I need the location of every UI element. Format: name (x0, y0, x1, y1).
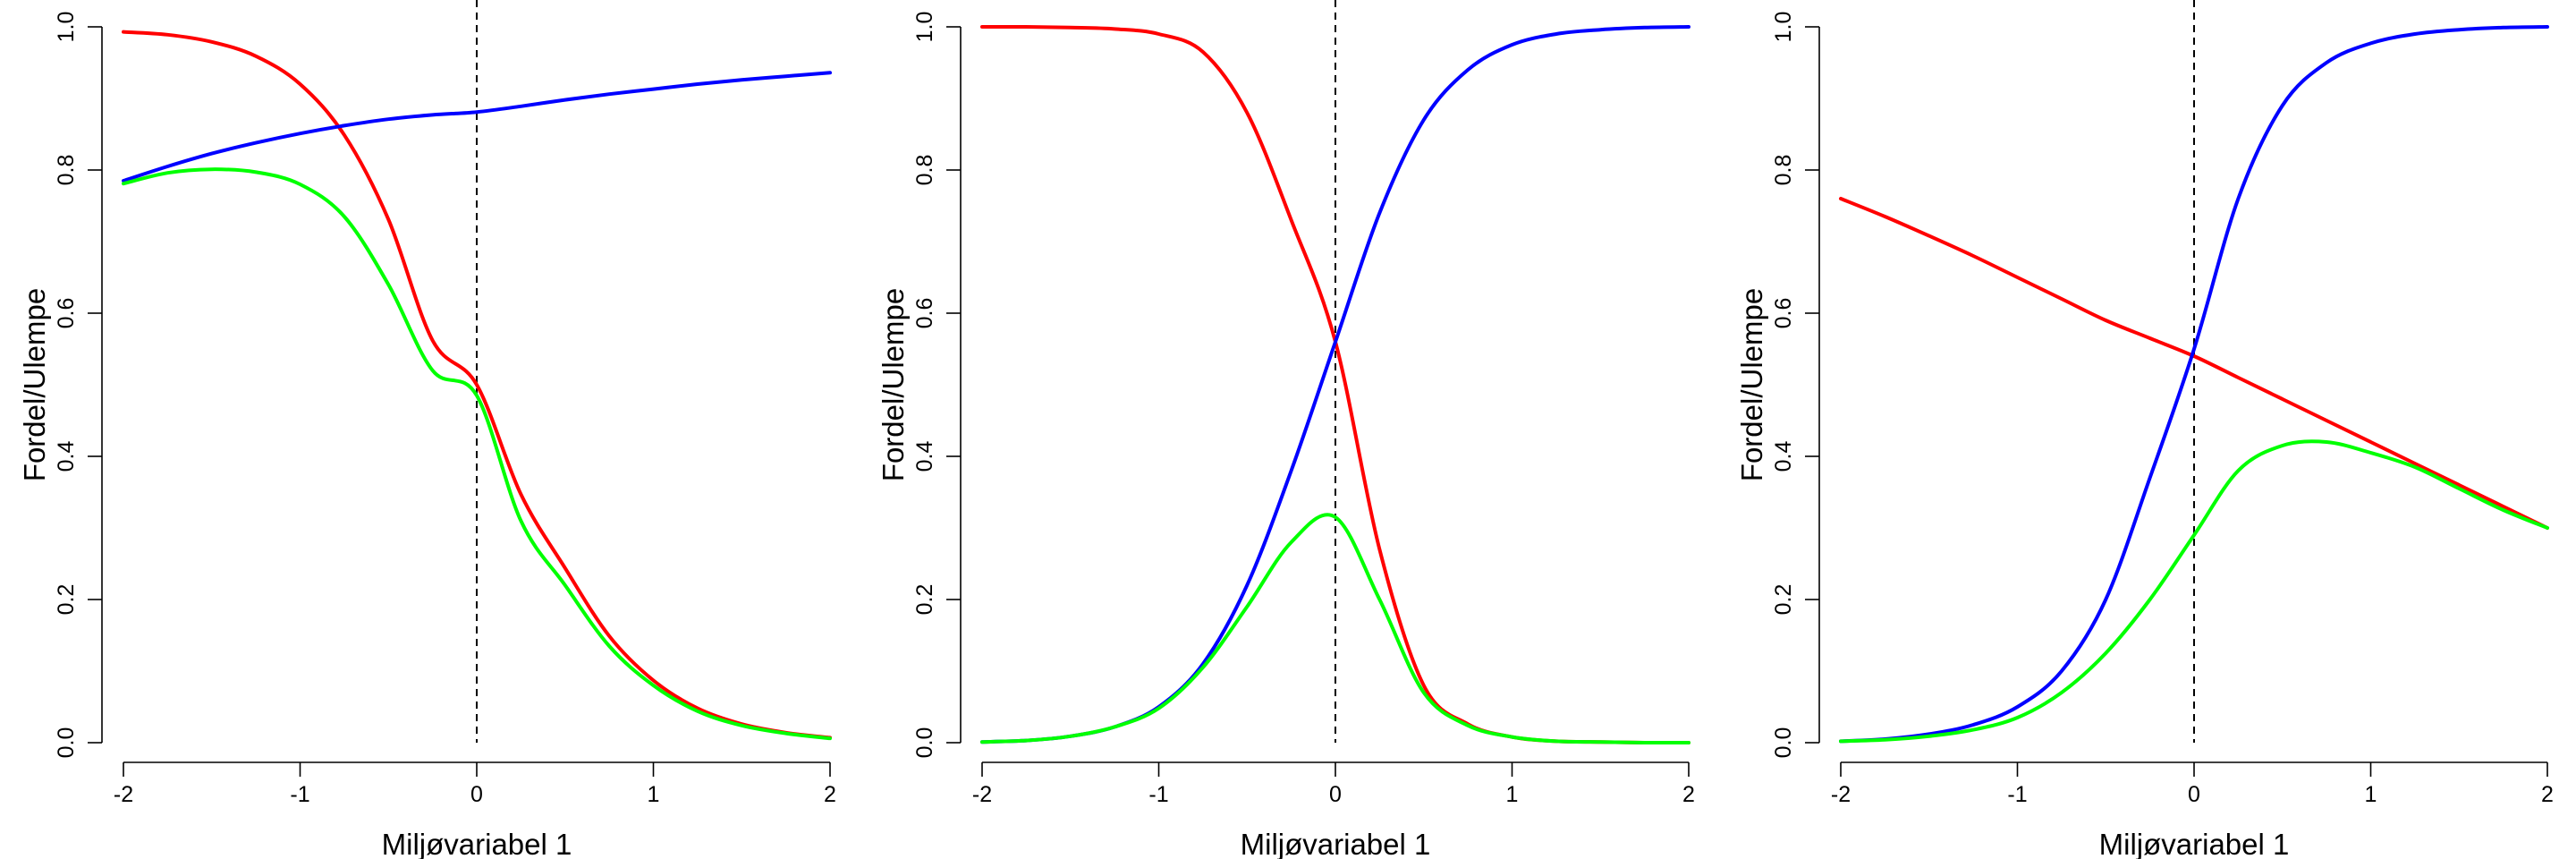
x-tick-label: 1 (2365, 782, 2377, 807)
series-line-green (980, 513, 1690, 745)
series-line-red (1839, 197, 2549, 530)
y-tick-label: 0.6 (1771, 298, 1796, 329)
y-axis-title: Fordel/Ulempe (877, 288, 910, 481)
y-tick-label: 0.6 (54, 298, 79, 329)
series-line-blue (980, 25, 1690, 744)
x-axis-title: Miljøvariabel 1 (382, 828, 572, 859)
x-axis-title: Miljøvariabel 1 (1241, 828, 1431, 859)
x-tick-label: -1 (290, 782, 309, 807)
y-tick-label: 0.0 (1771, 727, 1796, 759)
y-tick-label: 0.4 (1771, 441, 1796, 472)
y-tick-label: 0.2 (912, 584, 937, 616)
chart-panel-2: -2 -1 0 1 2 0.0 0.2 0.4 0.6 0.8 1.0 Miljøvariabel 1… (877, 0, 1695, 859)
x-tick-label: 1 (1506, 782, 1519, 807)
y-tick-label: 0.8 (1771, 155, 1796, 186)
x-tick-label: 2 (824, 782, 836, 807)
y-tick-label: 1.0 (54, 12, 79, 43)
x-tick-label: -1 (1148, 782, 1168, 807)
x-tick-label: -2 (114, 782, 133, 807)
x-tick-label: 0 (2188, 782, 2200, 807)
x-tick-label: -1 (2007, 782, 2027, 807)
y-tick-label: 1.0 (912, 12, 937, 43)
chart-panel-1: -2 -1 0 1 2 0.0 0.2 0.4 0.6 0.8 1.0 Miljøvariabel 1… (18, 0, 836, 859)
y-tick-label: 0.6 (912, 298, 937, 329)
y-tick-label: 0.8 (912, 155, 937, 186)
y-tick-label: 0.2 (54, 584, 79, 616)
y-axis-title: Fordel/Ulempe (1735, 288, 1768, 481)
x-tick-label: 2 (2541, 782, 2554, 807)
y-tick-label: 0.4 (54, 441, 79, 472)
x-tick-label: 0 (470, 782, 483, 807)
x-tick-label: 1 (648, 782, 660, 807)
y-tick-label: 0.0 (54, 727, 79, 759)
x-axis-title: Miljøvariabel 1 (2099, 828, 2290, 859)
x-tick-label: -2 (972, 782, 992, 807)
series-line-blue (1839, 25, 2549, 744)
y-tick-label: 0.0 (912, 727, 937, 759)
x-tick-label: 2 (1682, 782, 1695, 807)
y-tick-label: 0.4 (912, 441, 937, 472)
series-line-red (122, 30, 832, 740)
series-line-red (980, 24, 1690, 745)
y-tick-label: 1.0 (1771, 12, 1796, 43)
x-tick-label: 0 (1329, 782, 1342, 807)
series-line-green (122, 167, 832, 741)
series-line-green (1839, 439, 2549, 744)
series-line-blue (122, 71, 832, 183)
chart-panel-3: -2 -1 0 1 2 0.0 0.2 0.4 0.6 0.8 1.0 Miljøvariabel 1… (1735, 0, 2554, 859)
y-axis-title: Fordel/Ulempe (18, 288, 51, 481)
x-tick-label: -2 (1831, 782, 1851, 807)
y-tick-label: 0.2 (1771, 584, 1796, 616)
y-tick-label: 0.8 (54, 155, 79, 186)
